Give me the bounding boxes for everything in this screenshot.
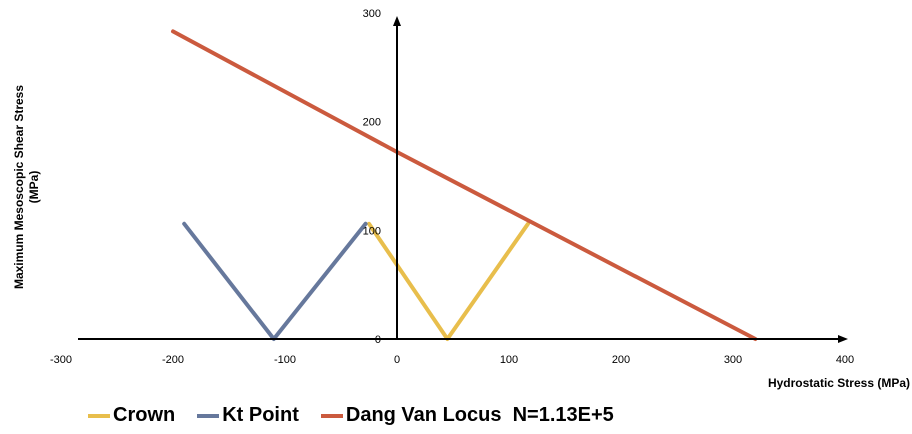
y-axis-title-line1: Maximum Mesoscopic Shear Stress — [12, 85, 26, 289]
x-tick-label: 400 — [836, 354, 854, 366]
x-tick-label: 300 — [724, 354, 742, 366]
legend-label: Kt Point — [222, 404, 299, 426]
legend-swatch — [88, 413, 110, 418]
series-line-2 — [182, 221, 368, 341]
series-line-1 — [367, 221, 530, 341]
series-layer — [171, 29, 758, 341]
legend: Crown Kt Point Dang Van Locus N=1.13E+5 — [88, 404, 636, 427]
y-axis-arrow — [393, 16, 401, 26]
y-tick-label: 0 — [375, 334, 381, 346]
x-tick-label: 0 — [394, 354, 400, 366]
series-line-3 — [171, 29, 758, 341]
y-tick-label: 300 — [363, 8, 381, 20]
y-axis-title-line2: (MPa) — [27, 171, 41, 204]
legend-label: Dang Van Locus N=1.13E+5 — [345, 404, 614, 426]
x-axis-title: Hydrostatic Stress (MPa) — [768, 376, 910, 390]
x-tick-label: -200 — [162, 354, 184, 366]
legend-item-2: Kt Point — [197, 404, 299, 427]
legend-item-3: Dang Van Locus N=1.13E+5 — [320, 404, 614, 427]
x-axis-arrow — [838, 335, 848, 343]
y-tick-label: 200 — [363, 117, 381, 129]
x-tick-label: 200 — [612, 354, 630, 366]
legend-item-1: Crown — [88, 404, 175, 427]
legend-swatch — [197, 413, 220, 418]
legend-swatch — [320, 413, 343, 418]
x-tick-label: -300 — [50, 354, 72, 366]
legend-label: Crown — [113, 404, 176, 426]
axes-layer — [78, 16, 848, 343]
label-layer: -300 -200 -100 0 100 200 300 400 0 100 200 300 — [50, 8, 854, 366]
y-tick-label: 100 — [363, 225, 381, 237]
x-tick-label: -100 — [274, 354, 296, 366]
x-tick-label: 100 — [500, 354, 518, 366]
